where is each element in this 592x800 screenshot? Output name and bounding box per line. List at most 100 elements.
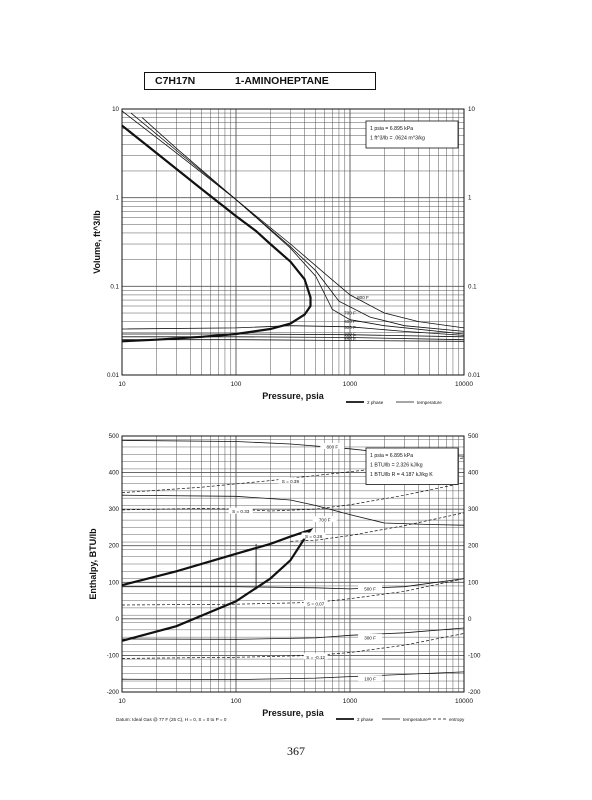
title-box: C7H17N 1-AMINOHEPTANE [144, 72, 376, 90]
enthalpy-curve-label: S = -0.12 [306, 655, 325, 660]
enthalpy-curve-label-bg [278, 477, 303, 484]
enthalpy-curve-label: S = 0.39 [282, 479, 300, 484]
enthalpy-entropy-curve [121, 578, 465, 606]
enthalpy-curve-label: S = 0.07 [307, 602, 325, 607]
volume-y-tick-label: 10 [112, 106, 119, 113]
enthalpy-legend-label: 2 phase [357, 717, 374, 722]
volume-x-tick-label: 10000 [455, 381, 473, 388]
enthalpy-isotherm-curve [122, 578, 465, 590]
enthalpy-y-tick-label-right: 400 [468, 470, 479, 477]
enthalpy-isotherm-curve [121, 494, 465, 526]
volume-y-tick-label-right: 0.01 [468, 372, 481, 379]
enthalpy-curve-label: S = 0.33 [232, 509, 250, 514]
enthalpy-y-tick-label-right: 300 [468, 506, 479, 513]
enthalpy-legend-label: entropy [449, 717, 465, 722]
enthalpy-note-text: 1 psia = 6.895 kPa [370, 453, 413, 459]
volume-x-axis-label: Pressure, psia [262, 391, 325, 401]
volume-isotherm-curve [141, 117, 465, 335]
enthalpy-x-tick-label: 10000 [455, 698, 473, 705]
volume-x-tick-label: 10 [118, 381, 126, 388]
volume-x-tick-label: 1000 [343, 381, 358, 388]
volume-isotherm-curve [121, 110, 465, 329]
enthalpy-y-tick-label: 400 [109, 470, 120, 477]
chemical-formula: C7H17N [155, 75, 196, 87]
volume-curve-label: 100 F [344, 337, 356, 342]
enthalpy-note-text: 1 BTU/lb = 2.326 kJ/kg [370, 463, 423, 469]
enthalpy-curve-label: 100 F [364, 677, 376, 682]
volume-legend-label: temperature [417, 400, 442, 405]
enthalpy-y-tick-label-right: -200 [468, 689, 481, 696]
enthalpy-y-tick-label-right: 500 [468, 433, 479, 440]
enthalpy-y-tick-label: 300 [109, 506, 120, 513]
volume-isotherm-curve [121, 325, 465, 336]
volume-y-tick-label-right: 1 [468, 195, 472, 202]
enthalpy-curve-label-bg [358, 584, 383, 591]
volume-y-tick-label: 0.1 [110, 283, 119, 290]
enthalpy-curve-label-bg [301, 532, 326, 539]
enthalpy-curve-label-bg [303, 653, 328, 660]
enthalpy-curve-label-bg [303, 600, 328, 607]
enthalpy-two-phase-curve [121, 528, 314, 642]
enthalpy-y-tick-label: -200 [107, 689, 120, 696]
volume-plot-frame [121, 108, 465, 376]
enthalpy-y-tick-label: 500 [109, 433, 120, 440]
enthalpy-entropy-curve [121, 482, 465, 512]
volume-legend-label: 2 phase [367, 400, 384, 405]
volume-two-phase-curve [121, 124, 312, 343]
volume-notes-box [365, 120, 459, 149]
enthalpy-y-tick-label: -100 [107, 652, 120, 659]
enthalpy-plot-frame [121, 435, 465, 693]
volume-y-tick-label-right: 0.1 [468, 283, 477, 290]
enthalpy-y-axis-label: Enthalpy, BTU/lb [88, 528, 98, 600]
volume-curve-label: 600 F [344, 319, 356, 324]
enthalpy-curve-label: 800 F [326, 444, 338, 449]
enthalpy-curve-label-bg [358, 633, 383, 640]
enthalpy-y-tick-label: 200 [109, 543, 120, 550]
enthalpy-y-tick-label-right: 200 [468, 543, 479, 550]
enthalpy-y-tick-label-right: 0 [468, 616, 472, 623]
volume-curve-label: 800 F [357, 295, 369, 300]
enthalpy-y-tick-label-right: 100 [468, 579, 479, 586]
volume-curve-label: 700 F [344, 311, 356, 316]
volume-curve-label: 300 F [344, 332, 356, 337]
volume-x-tick-label: 100 [231, 381, 242, 388]
enthalpy-curve-label-bg [358, 675, 383, 682]
enthalpy-entropy-curve [121, 633, 465, 659]
volume-isotherm-curve [122, 333, 465, 338]
enthalpy-y-tick-label-right: -100 [468, 652, 481, 659]
enthalpy-curve-label: 500 F [364, 586, 376, 591]
enthalpy-y-tick-label: 100 [109, 579, 120, 586]
enthalpy-x-tick-label: 100 [231, 698, 242, 705]
volume-note-text: 1 psia = 6.895 kPa [370, 126, 413, 132]
enthalpy-entropy-curve [290, 512, 465, 542]
enthalpy-isotherm-curve [121, 671, 465, 681]
enthalpy-legend-label: temperature [403, 717, 428, 722]
enthalpy-curve-label-bg [320, 442, 345, 449]
enthalpy-x-tick-label: 1000 [343, 698, 358, 705]
volume-isotherm-curve [122, 339, 465, 342]
enthalpy-footnote: Datum: Ideal Gas @ 77 F (25 C), H = 0, S… [116, 717, 227, 722]
enthalpy-x-tick-label: 10 [118, 698, 126, 705]
enthalpy-isotherm-curve [121, 627, 465, 640]
volume-y-tick-label: 0.01 [107, 372, 120, 379]
enthalpy-notes-box [365, 447, 459, 485]
volume-curve-label: 500 F [344, 325, 356, 330]
volume-isotherm-curve [130, 112, 465, 332]
enthalpy-x-axis-label: Pressure, psia [262, 708, 325, 718]
page-number: 367 [287, 744, 305, 758]
volume-curve-label: 200 F [344, 334, 356, 339]
enthalpy-y-tick-label: 0 [116, 616, 120, 623]
volume-y-tick-label-right: 10 [468, 106, 475, 113]
enthalpy-curve-label: 300 F [364, 635, 376, 640]
volume-y-axis-label: Volume, ft^3/lb [92, 210, 102, 274]
enthalpy-curve-label-bg [312, 516, 337, 523]
volume-note-text: 1 ft^3/lb = .0624 m^3/kg [370, 136, 425, 142]
compound-name: 1-AMINOHEPTANE [235, 75, 329, 87]
enthalpy-curve-label: S = 0.26 [305, 534, 323, 539]
volume-isotherm-curve [122, 336, 465, 341]
enthalpy-curve-label: 700 F [319, 518, 331, 523]
enthalpy-note-text: 1 BTU/lb R = 4.187 kJ/kg K [370, 472, 433, 478]
enthalpy-curve-label-bg [228, 507, 253, 514]
